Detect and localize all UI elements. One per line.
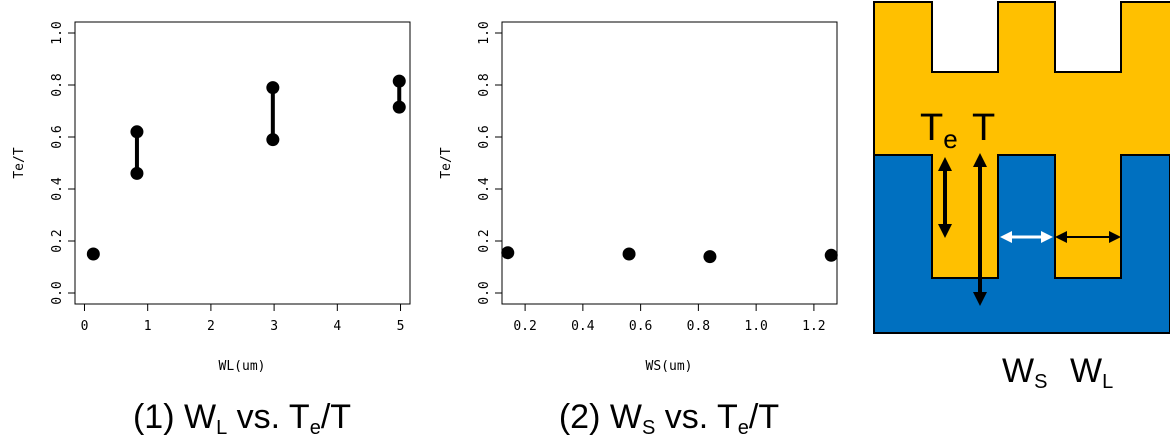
x-axis-ticks: 0 1 2 3 4 5 [81,304,405,334]
data-point [86,247,100,261]
trench-cross-section-diagram: Te T WS WL [873,1,1170,393]
data-point [501,246,515,260]
x-tick-label: 0.6 [629,319,652,334]
data-points [86,74,406,261]
x-tick-label: 0 [81,319,89,334]
data-point [703,250,717,264]
coating-layer [873,1,1170,279]
y-axis-label: Te/T [12,147,27,178]
y-tick-label: 0.6 [50,125,65,148]
wl-label: WL [1070,352,1113,393]
x-tick-label: 0.4 [571,319,595,334]
x-tick-label: 3 [270,319,278,334]
t-thickness-arrow [973,153,987,306]
data-point [130,166,144,180]
data-point [392,74,406,88]
y-axis-ticks: 0.0 0.2 0.4 0.6 0.8 1.0 [477,21,502,305]
chart-caption: (2) WS vs. Te/T [559,398,779,439]
y-tick-label: 0.8 [50,73,65,96]
y-tick-label: 0.8 [477,73,492,96]
range-bars [134,81,402,174]
y-axis-ticks: 0.0 0.2 0.4 0.6 0.8 1.0 [50,21,75,305]
plot-frame [501,21,838,305]
x-axis-label: WL(um) [219,359,266,374]
substrate-layer [873,154,1170,334]
data-points [501,246,838,264]
x-tick-label: 0.2 [513,319,536,334]
data-point [266,81,280,95]
y-tick-label: 1.0 [477,21,492,44]
plot-frame [74,21,411,305]
y-tick-label: 0.2 [50,229,65,252]
x-axis-label: WS(um) [646,359,693,374]
wl-width-arrow [1055,231,1121,243]
x-tick-label: 4 [333,319,341,334]
data-point [266,133,280,147]
y-tick-label: 0.4 [477,177,492,201]
y-tick-label: 0.4 [50,177,65,201]
y-tick-label: 0.0 [477,281,492,304]
y-tick-label: 0.6 [477,125,492,148]
x-tick-label: 5 [397,319,405,334]
x-tick-label: 0.8 [687,319,710,334]
y-axis-label: Te/T [439,147,454,178]
y-tick-label: 0.0 [50,281,65,304]
x-axis-ticks: 0.2 0.4 0.6 0.8 1.0 1.2 [513,304,826,334]
x-tick-label: 1.2 [802,319,825,334]
x-tick-label: 1.0 [744,319,767,334]
y-tick-label: 1.0 [50,21,65,44]
chart-caption: (1) WL vs. Te/T [133,398,351,439]
chart-ws-vs-te-ratio: 0.0 0.2 0.4 0.6 0.8 1.0 0.2 0.4 0.6 0.8 1.0 1.2 Te… [439,21,838,439]
te-label: Te [920,107,958,154]
data-point [622,247,636,261]
x-tick-label: 2 [207,319,215,334]
y-tick-label: 0.2 [477,229,492,252]
x-tick-label: 1 [144,319,152,334]
te-thickness-arrow [938,157,952,238]
ws-label: WS [1002,352,1047,393]
ws-width-arrow [1000,231,1053,243]
data-point [824,248,838,262]
chart-wl-vs-te-ratio: 0.0 0.2 0.4 0.6 0.8 1.0 0 1 2 3 4 5 Te/T WL(um) (1… [12,21,411,439]
data-point [130,125,144,139]
t-label: T [972,107,995,149]
data-point [392,100,406,114]
